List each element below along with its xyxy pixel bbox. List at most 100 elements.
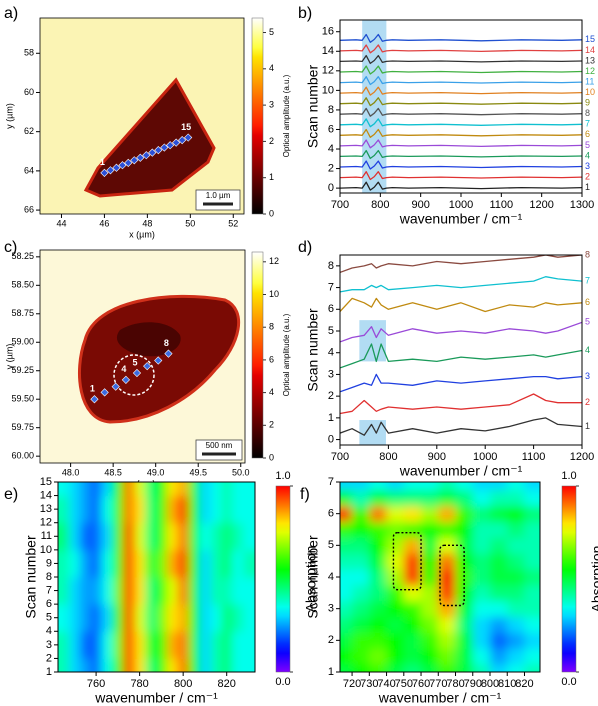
spectrum-line	[340, 118, 582, 128]
colorbar-tick-label: 2	[269, 136, 274, 146]
heat-cell	[145, 631, 157, 659]
colorbar-label: Absorption	[303, 546, 319, 613]
point-label: 4	[121, 364, 126, 374]
heat-cell	[145, 604, 157, 632]
y-tick-label: 6	[328, 508, 334, 520]
panel-label: b)	[298, 5, 312, 22]
heat-cell	[232, 522, 244, 551]
heat-cell	[352, 482, 370, 491]
heat-cell	[243, 482, 255, 497]
heat-cell	[79, 482, 92, 497]
heat-cell	[352, 521, 370, 538]
y-tick-label: 5	[328, 325, 334, 337]
y-tick-label: 5	[46, 612, 52, 624]
heat-cell	[352, 664, 370, 672]
scan-point	[124, 158, 133, 167]
scan-point	[148, 148, 157, 157]
heat-cell	[472, 600, 491, 618]
heat-cell	[155, 631, 168, 659]
highlight-circle	[113, 354, 155, 396]
heat-cell	[188, 522, 200, 551]
heat-cell	[68, 658, 81, 672]
colorbar-tick-label: 8	[269, 322, 274, 332]
y-tick-label: 10	[40, 544, 52, 556]
x-tick-label: 1000	[449, 199, 473, 211]
heat-cell	[101, 604, 113, 632]
heat-cell	[340, 616, 353, 633]
y-tick-label: 2	[328, 390, 334, 402]
heat-cell	[177, 604, 190, 632]
x-tick-label: 900	[411, 199, 429, 211]
heat-cell	[221, 577, 233, 605]
spectrum-line	[340, 417, 582, 436]
heat-cell	[472, 648, 491, 665]
heat-cell	[58, 482, 70, 497]
heat-cell	[155, 482, 168, 497]
series-label: 1	[585, 421, 590, 431]
heat-cell	[455, 569, 474, 586]
heat-cell	[490, 616, 508, 633]
heat-cell	[199, 631, 211, 659]
heat-cell	[386, 482, 405, 491]
heat-cell	[68, 482, 81, 497]
y-tick-label: 8	[46, 571, 52, 583]
y-tick-label: 6	[328, 303, 334, 315]
colorbar	[561, 485, 577, 673]
heat-cell	[58, 549, 70, 578]
y-tick-label: 4	[46, 625, 52, 637]
y-tick-label: 8	[328, 260, 334, 272]
y-tick-label: 3	[46, 639, 52, 651]
particle-core	[116, 322, 181, 357]
heat-cell	[101, 658, 113, 672]
heat-cell	[90, 522, 103, 551]
y-tick-label: 4	[328, 347, 334, 359]
x-tick-label: 800	[371, 199, 389, 211]
spectrum-line	[340, 86, 582, 96]
y-tick-label: 59.50	[11, 394, 34, 404]
y-tick-label: 4	[328, 571, 334, 583]
x-axis-label: wavenumber / cm⁻¹	[378, 690, 502, 706]
heat-cell	[221, 482, 233, 497]
heat-cell	[507, 632, 525, 649]
x-tick-label: 740	[377, 678, 395, 690]
y-tick-label: 1	[328, 412, 334, 424]
y-tick-label: 4	[328, 143, 334, 155]
heat-cell	[232, 658, 244, 672]
x-axis-label: wavenumber / cm⁻¹	[94, 690, 218, 706]
scan-point	[130, 156, 139, 165]
series-label: 12	[585, 66, 595, 76]
heat-cell	[472, 616, 491, 633]
heat-cell	[490, 482, 508, 491]
heat-cell	[177, 495, 190, 524]
y-tick-label: 6	[328, 123, 334, 135]
y-tick-label: 7	[328, 476, 334, 488]
spectrum-line	[340, 128, 582, 138]
heat-cell	[112, 577, 124, 605]
heat-cell	[199, 522, 211, 551]
heat-cell	[352, 600, 370, 618]
colorbar-tick-label: 0	[269, 452, 274, 462]
heat-cell	[232, 604, 244, 632]
y-tick-label: 58	[24, 48, 34, 58]
heat-cell	[155, 522, 168, 551]
heat-cell	[524, 632, 540, 649]
heat-cell	[352, 632, 370, 649]
series-label: 3	[585, 371, 590, 381]
heat-cell	[221, 604, 233, 632]
colorbar	[251, 251, 264, 459]
series-label: 8	[585, 108, 590, 118]
heat-cell	[507, 584, 525, 602]
x-tick-label: 44	[56, 218, 66, 228]
heat-cell	[421, 482, 439, 491]
series-label: 15	[585, 34, 595, 44]
heat-cell	[438, 489, 457, 507]
heat-cell	[403, 648, 422, 665]
heat-cell	[243, 522, 255, 551]
heat-cell	[455, 664, 474, 672]
y-tick-label: 10	[322, 84, 334, 96]
y-tick-label: 0	[328, 433, 334, 445]
heat-cell	[155, 658, 168, 672]
colorbar-tick-label: 4	[269, 63, 274, 73]
heat-cell	[340, 600, 353, 618]
heat-cell	[112, 522, 124, 551]
